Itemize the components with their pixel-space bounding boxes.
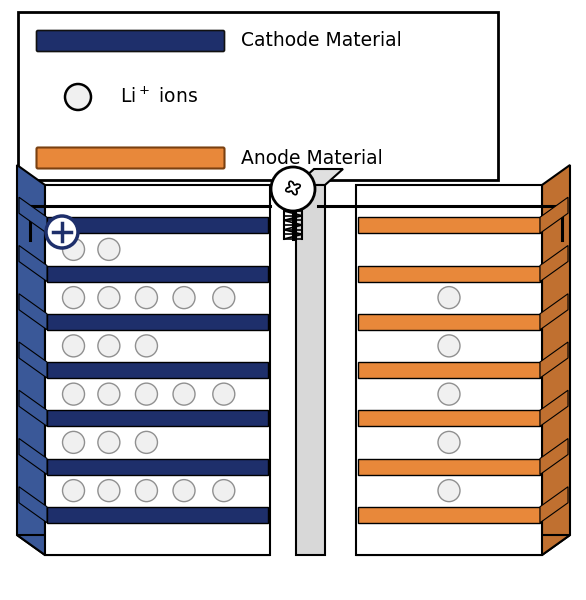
Circle shape [98,431,120,454]
Circle shape [173,287,195,308]
FancyBboxPatch shape [47,507,268,523]
FancyBboxPatch shape [358,217,540,233]
Polygon shape [540,245,568,281]
Circle shape [173,479,195,502]
Circle shape [63,287,84,308]
FancyBboxPatch shape [47,362,268,378]
Circle shape [98,335,120,357]
Circle shape [438,479,460,502]
FancyBboxPatch shape [47,458,268,475]
Circle shape [65,84,91,110]
Polygon shape [542,165,570,555]
Polygon shape [356,535,570,555]
Circle shape [135,335,158,357]
FancyBboxPatch shape [358,314,540,330]
FancyBboxPatch shape [18,12,498,180]
Circle shape [98,238,120,260]
FancyBboxPatch shape [45,185,270,555]
Circle shape [438,431,460,454]
Polygon shape [19,197,47,233]
Circle shape [98,287,120,308]
Polygon shape [540,390,568,426]
Circle shape [213,479,235,502]
FancyBboxPatch shape [36,148,224,169]
Circle shape [135,479,158,502]
Circle shape [63,431,84,454]
Circle shape [173,383,195,405]
Polygon shape [19,390,47,426]
Polygon shape [17,535,270,555]
FancyBboxPatch shape [47,410,268,426]
FancyBboxPatch shape [36,31,224,52]
Polygon shape [540,487,568,523]
Circle shape [135,431,158,454]
FancyBboxPatch shape [358,410,540,426]
FancyBboxPatch shape [358,265,540,281]
Circle shape [46,216,78,248]
Circle shape [63,383,84,405]
Polygon shape [540,342,568,378]
Circle shape [98,383,120,405]
Circle shape [213,383,235,405]
Circle shape [98,479,120,502]
Polygon shape [19,294,47,330]
Text: Li$^+$ ions: Li$^+$ ions [120,87,198,107]
Text: Cathode Material: Cathode Material [241,31,402,50]
FancyBboxPatch shape [47,217,268,233]
Polygon shape [19,439,47,475]
Polygon shape [19,245,47,281]
Polygon shape [296,169,343,185]
Circle shape [213,287,235,308]
FancyBboxPatch shape [47,265,268,281]
Polygon shape [19,342,47,378]
Polygon shape [17,165,45,555]
Polygon shape [540,439,568,475]
Circle shape [63,238,84,260]
Circle shape [438,383,460,405]
FancyBboxPatch shape [296,185,325,555]
Circle shape [135,287,158,308]
Circle shape [271,167,315,211]
Circle shape [135,383,158,405]
Text: Anode Material: Anode Material [241,148,383,167]
Circle shape [63,335,84,357]
FancyBboxPatch shape [358,507,540,523]
Polygon shape [540,197,568,233]
FancyBboxPatch shape [358,362,540,378]
Polygon shape [19,487,47,523]
FancyBboxPatch shape [47,314,268,330]
Polygon shape [540,294,568,330]
Circle shape [438,335,460,357]
FancyBboxPatch shape [356,185,542,555]
Circle shape [438,287,460,308]
FancyBboxPatch shape [358,458,540,475]
Circle shape [63,479,84,502]
